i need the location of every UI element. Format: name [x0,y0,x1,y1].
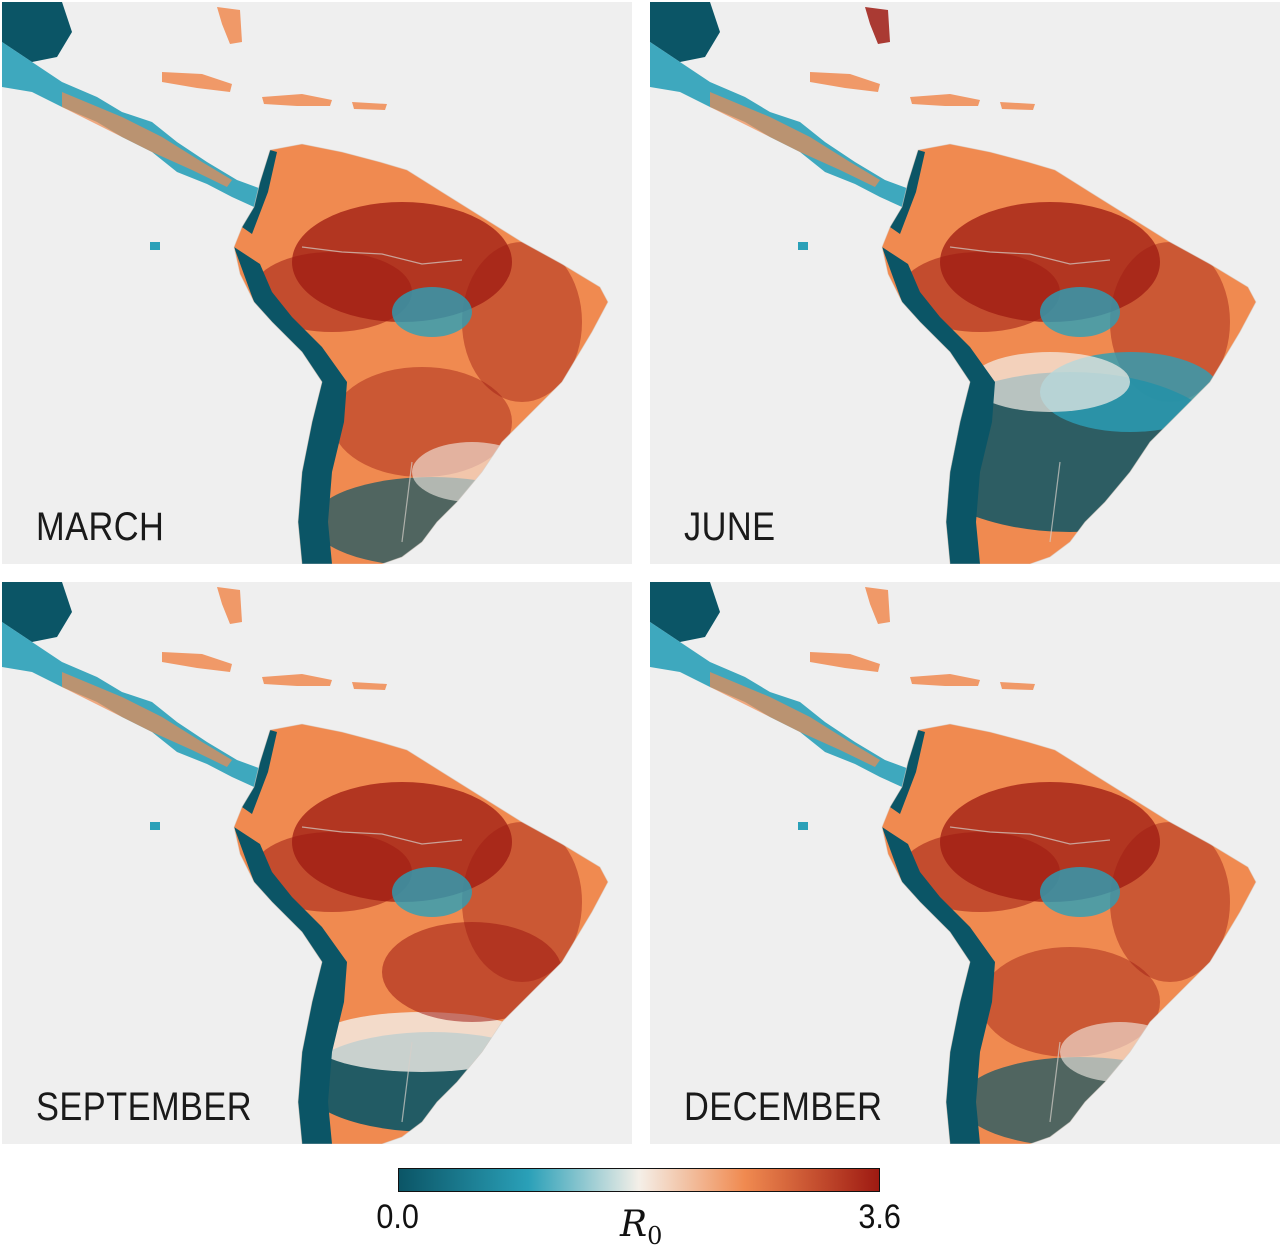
r0-region [1110,822,1230,982]
r0-region [392,867,472,917]
amazon-river [301,826,463,845]
andes-low-zone [882,247,995,564]
colorbar-title-subscript: 0 [647,1222,663,1251]
r0-field [234,144,608,564]
caribbean-island [910,94,980,106]
mexico-land [650,2,720,62]
galapagos-islands [798,242,808,250]
mexico-land [650,582,720,642]
south-america-outline [881,723,1257,1144]
map-panel-december: DECEMBER [650,582,1280,1144]
colorbar-title: R0 [620,1204,662,1250]
parana-river [1049,1041,1061,1123]
panel-label-june: JUNE [684,505,776,549]
map-panel-june: JUNE [650,2,1280,564]
andes-low-zone [882,827,995,1144]
central-america-warm-zone [62,92,232,187]
caribbean-island [217,587,242,624]
r0-field [234,724,608,1144]
caribbean-island [217,7,242,44]
map-panel-september: SEPTEMBER [2,582,632,1144]
colorbar [398,1168,880,1192]
galapagos-islands [798,822,808,830]
map-september [2,582,609,1144]
central-america-warm-zone [710,672,880,767]
andes-low-zone [234,827,347,1144]
map-march [2,2,609,564]
r0-region [382,922,562,1022]
r0-region [1040,287,1120,337]
panel-label-september: SEPTEMBER [36,1085,253,1129]
amazon-river [949,826,1111,845]
r0-region [312,1012,532,1072]
andes-low-zone [234,247,347,564]
mexico-land [2,2,72,62]
caribbean-island [810,72,880,92]
r0-region [900,832,1060,912]
colorbar-title-symbol: R [620,1204,648,1245]
r0-region [462,242,582,402]
r0-region [252,252,412,332]
r0-region [252,832,412,912]
galapagos-islands [150,822,160,830]
caribbean-island [262,94,332,106]
parana-river [401,461,413,543]
r0-region [900,252,1060,332]
r0-region [1060,1022,1180,1082]
amazon-river [301,246,463,265]
caribbean-island [910,674,980,686]
south-america-outline [233,143,609,564]
r0-region [412,442,532,502]
colorbar-min-label: 0.0 [376,1198,419,1236]
r0-region [392,287,472,337]
caribbean-island [352,102,387,110]
map-june [650,2,1257,564]
panel-label-march: MARCH [36,505,165,549]
caribbean-island [1000,102,1035,110]
parana-river [401,1041,413,1123]
parana-river [1049,461,1061,543]
caribbean-island [262,674,332,686]
caribbean-island [162,72,232,92]
map-panel-march: MARCH [2,2,632,564]
panel-label-december: DECEMBER [684,1085,883,1129]
caribbean-island [352,682,387,690]
caribbean-island [865,7,890,44]
central-america-warm-zone [62,672,232,767]
caribbean-island [162,652,232,672]
caribbean-island [1000,682,1035,690]
amazon-river [949,246,1111,265]
central-america-warm-zone [710,92,880,187]
colorbar-max-label: 3.6 [858,1198,901,1236]
r0-region [1040,867,1120,917]
caribbean-island [865,587,890,624]
galapagos-islands [150,242,160,250]
r0-region [970,352,1130,412]
south-america-outline [233,723,609,1144]
south-america-outline [881,143,1257,564]
r0-field [882,144,1256,564]
r0-field [882,724,1256,1144]
mexico-land [2,582,72,642]
caribbean-island [810,652,880,672]
map-december [650,582,1257,1144]
